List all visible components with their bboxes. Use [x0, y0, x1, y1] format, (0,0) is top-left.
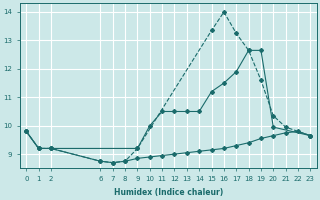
- X-axis label: Humidex (Indice chaleur): Humidex (Indice chaleur): [114, 188, 223, 197]
